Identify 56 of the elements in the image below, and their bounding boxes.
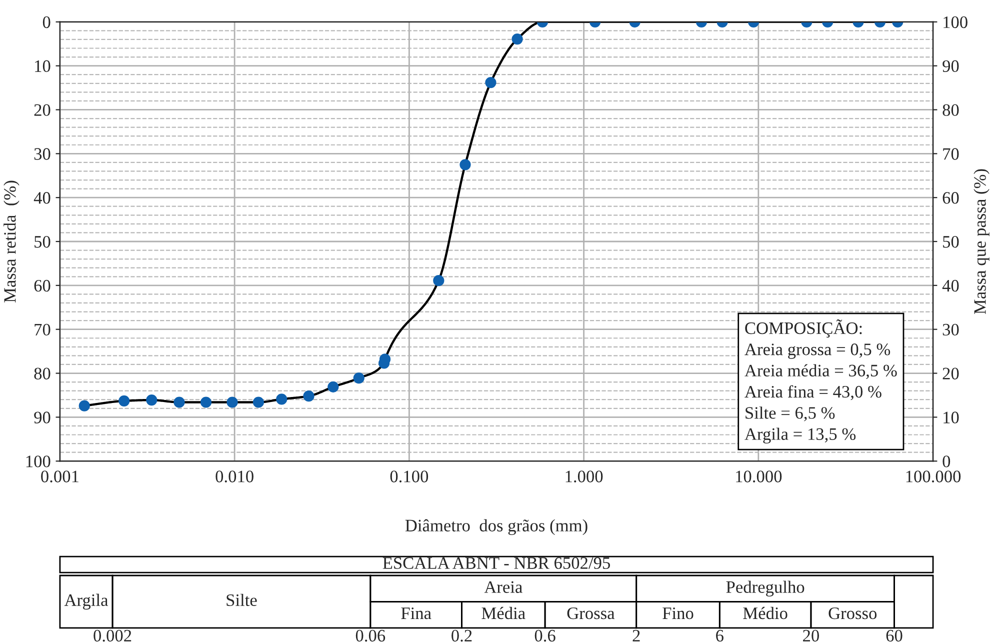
- x-tick-label: 1.000: [566, 470, 603, 482]
- y2-tick-label: 70: [943, 148, 959, 160]
- y-tick-label: 20: [34, 104, 50, 116]
- text: 60: [886, 630, 902, 642]
- x-tick-label: 0.010: [216, 470, 254, 482]
- x-axis-title: Diâmetro dos grãos (mm): [405, 519, 588, 536]
- annotation: Silte = 6,5 %: [746, 406, 835, 422]
- y2-tick-label: 30: [942, 324, 959, 336]
- y-tick-label: 50: [34, 236, 50, 248]
- y-tick-label: 90: [34, 412, 50, 424]
- y2-tick-label: 20: [942, 368, 959, 380]
- text: ESCALA ABNT - NBR 6502/95: [382, 557, 610, 569]
- text: Médio: [743, 606, 788, 620]
- text: Silte: [226, 594, 257, 606]
- y2-tick-label: 60: [942, 192, 959, 204]
- text: 0.6: [534, 630, 556, 642]
- text: 2: [632, 630, 640, 642]
- y-tick-label: 80: [34, 368, 50, 380]
- y2-tick-label: 40: [942, 280, 959, 292]
- text: Areia: [484, 581, 522, 593]
- text: 0.2: [452, 630, 472, 642]
- y2-tick-label: 10: [944, 412, 959, 424]
- y-tick-label: 60: [34, 280, 50, 292]
- y2-tick-label: 100: [944, 16, 968, 28]
- text: 0.002: [94, 630, 132, 642]
- text: 0.06: [356, 630, 386, 642]
- annotation: COMPOSIÇÃO:: [745, 319, 862, 338]
- y-tick-label: 0: [42, 16, 50, 28]
- text: Média: [482, 606, 526, 620]
- y2-tick-label: 0: [942, 456, 950, 468]
- text: Pedregulho: [726, 580, 804, 596]
- y2-tick-label: 80: [942, 104, 959, 116]
- annotation: Areia fina = 43,0 %: [744, 385, 882, 400]
- annotation: Areia média = 36,5 %: [744, 364, 897, 379]
- x-tick-label: 100.000: [906, 470, 961, 482]
- y-tick-label: 40: [34, 192, 50, 204]
- y-tick-label: 70: [34, 324, 50, 336]
- text: Grosso: [828, 607, 877, 620]
- y2-tick-label: 90: [942, 60, 959, 72]
- y2-tick-label: 50: [943, 236, 959, 248]
- annotation: Areia grossa = 0,5 %: [744, 344, 890, 359]
- y2-axis-title: Massa que passa (%): [974, 169, 990, 314]
- annotation: Argila = 13,5 %: [744, 428, 856, 444]
- y-axis-title: Massa retida (%): [4, 180, 20, 302]
- text: Grossa: [567, 607, 615, 620]
- y-tick-label: 100: [26, 456, 50, 468]
- y-tick-label: 10: [35, 60, 50, 72]
- text: Argila: [64, 594, 108, 610]
- text: Fina: [401, 607, 432, 620]
- x-tick-label: 10.000: [736, 470, 782, 482]
- text: 20: [803, 630, 819, 642]
- text: Fino: [662, 607, 694, 620]
- text: 6: [716, 630, 724, 642]
- x-tick-label: 0.100: [390, 470, 428, 482]
- x-tick-label: 0.001: [41, 470, 78, 482]
- y-tick-label: 30: [34, 148, 50, 160]
